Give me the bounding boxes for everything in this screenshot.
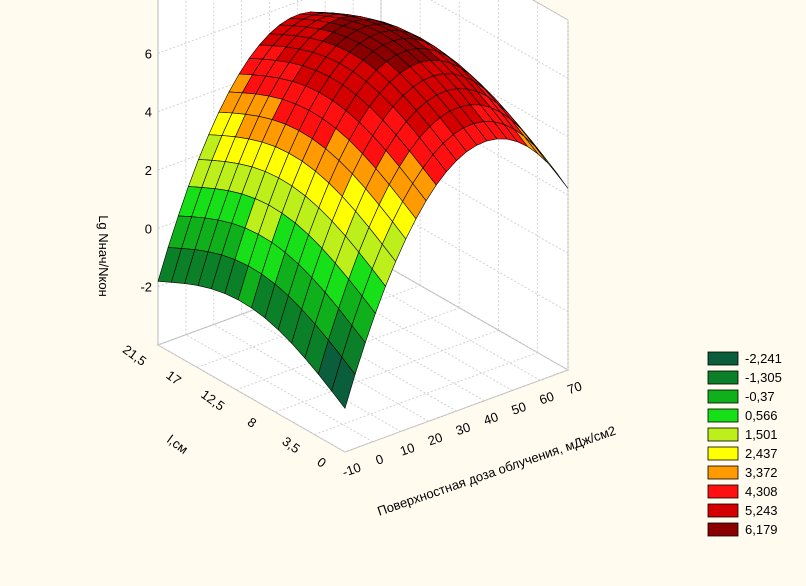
grid-line: [344, 369, 569, 453]
legend-label: 6,179: [745, 522, 778, 537]
z-axis-label: Lg Nнач/Nкон: [96, 215, 111, 297]
grid-line: [236, 307, 460, 391]
x-tick-label: 20: [426, 430, 445, 449]
legend-label: 4,308: [745, 484, 778, 499]
legend-label: 3,372: [745, 465, 778, 480]
surface: [157, 11, 569, 409]
y-tick-label: 12,5: [198, 387, 227, 414]
legend-swatch: [707, 351, 739, 366]
grid-line: [314, 352, 538, 436]
y-tick-label: 17: [164, 367, 185, 388]
x-tick-label: -10: [340, 460, 363, 480]
y-tick-label: 3,5: [279, 434, 302, 457]
legend-label: 5,243: [745, 503, 778, 518]
z-tick-label: -2: [140, 280, 152, 295]
legend-swatch: [707, 446, 739, 461]
y-axis-label: l,см: [164, 432, 191, 457]
x-tick-label: 10: [398, 440, 417, 459]
x-tick-label: 50: [510, 399, 529, 418]
grid-line: [196, 284, 421, 368]
y-tick-label: 8: [245, 414, 260, 430]
legend-swatch: [707, 408, 739, 423]
z-tick-label: 0: [145, 221, 152, 236]
legend-swatch: [707, 484, 739, 499]
legend-swatch: [707, 503, 739, 518]
legend-label: 0,566: [745, 408, 778, 423]
legend-swatch: [707, 389, 739, 404]
z-tick-label: 4: [145, 105, 152, 120]
x-tick-label: 40: [482, 409, 501, 428]
y-tick-label: 0: [314, 454, 329, 470]
legend-swatch: [707, 370, 739, 385]
grid-line: [275, 329, 499, 413]
z-tick-label: 6: [145, 46, 152, 61]
z-tick-label: 8: [145, 0, 152, 3]
surface-cell: [331, 356, 356, 409]
legend-label: -2,241: [745, 351, 782, 366]
x-axis-label: Поверхностная доза облучения, мДж/см2: [375, 423, 617, 519]
legend-label: 2,437: [745, 446, 778, 461]
legend-label: -1,305: [745, 370, 782, 385]
legend-swatch: [707, 465, 739, 480]
legend-swatch: [707, 522, 739, 537]
legend-swatch: [707, 427, 739, 442]
z-tick-label: 2: [145, 163, 152, 178]
x-tick-label: 60: [537, 389, 556, 408]
legend: -2,241 -1,305 -0,37 0,566 1,501 2,437 3,372 4,3…: [707, 351, 782, 537]
legend-label: 1,501: [745, 427, 778, 442]
legend-label: -0,37: [745, 389, 775, 404]
y-tick-label: 21,5: [120, 342, 149, 369]
x-tick-label: 70: [565, 378, 584, 397]
x-tick-label: 0: [374, 451, 386, 468]
x-tick-label: 30: [454, 419, 473, 438]
